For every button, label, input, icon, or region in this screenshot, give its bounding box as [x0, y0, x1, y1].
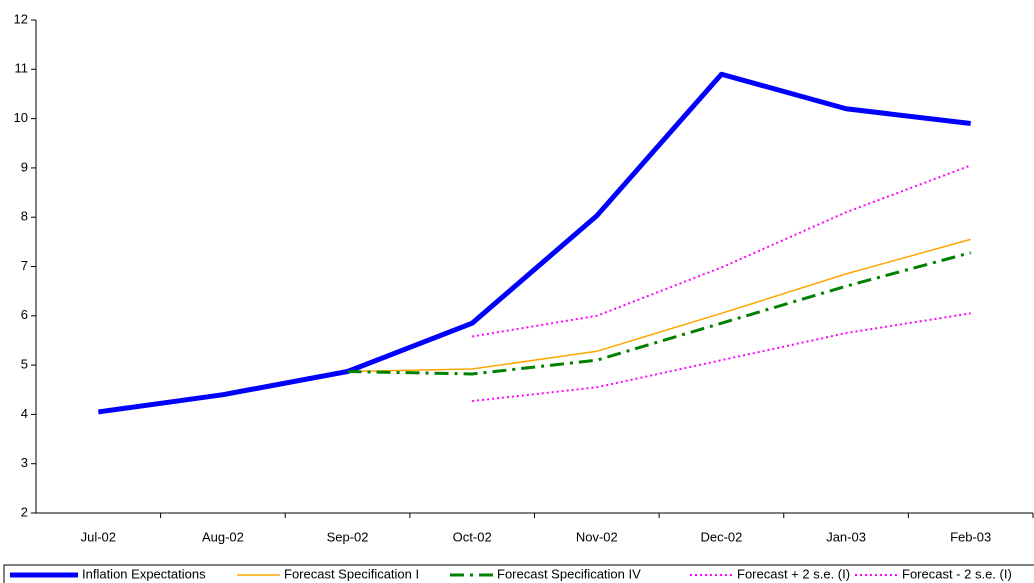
x-tick-label: Dec-02 [700, 529, 742, 544]
y-tick-label: 10 [14, 110, 28, 125]
x-tick-label: Oct-02 [453, 529, 492, 544]
y-tick-label: 8 [21, 209, 28, 224]
legend-box [3, 564, 1034, 583]
y-tick-label: 11 [15, 61, 29, 76]
y-tick-label: 3 [21, 455, 28, 470]
legend-label: Inflation Expectations [82, 566, 206, 581]
x-tick-label: Feb-03 [950, 529, 991, 544]
series-line [347, 238, 971, 373]
y-tick-label: 6 [21, 307, 28, 322]
series-line [347, 251, 972, 376]
x-tick-label: Jan-03 [826, 529, 866, 544]
series-line [472, 164, 972, 338]
legend-label: Forecast Specification IV [497, 566, 641, 581]
x-tick-label: Jul-02 [81, 529, 116, 544]
legend-label: Forecast + 2 s.e. (I) [737, 566, 850, 581]
x-tick-label: Sep-02 [327, 529, 369, 544]
x-tick-label: Nov-02 [576, 529, 618, 544]
y-tick-label: 4 [21, 406, 28, 421]
y-tick-label: 12 [14, 11, 28, 26]
legend-label: Forecast Specification I [284, 566, 419, 581]
y-tick-label: 2 [21, 504, 28, 519]
y-tick-label: 9 [21, 159, 28, 174]
y-tick-label: 5 [21, 357, 28, 372]
x-tick-label: Aug-02 [202, 529, 244, 544]
series-line [472, 312, 971, 403]
series-line [97, 71, 971, 415]
legend-label: Forecast - 2 s.e. (I) [902, 566, 1012, 581]
y-tick-label: 7 [21, 258, 28, 273]
